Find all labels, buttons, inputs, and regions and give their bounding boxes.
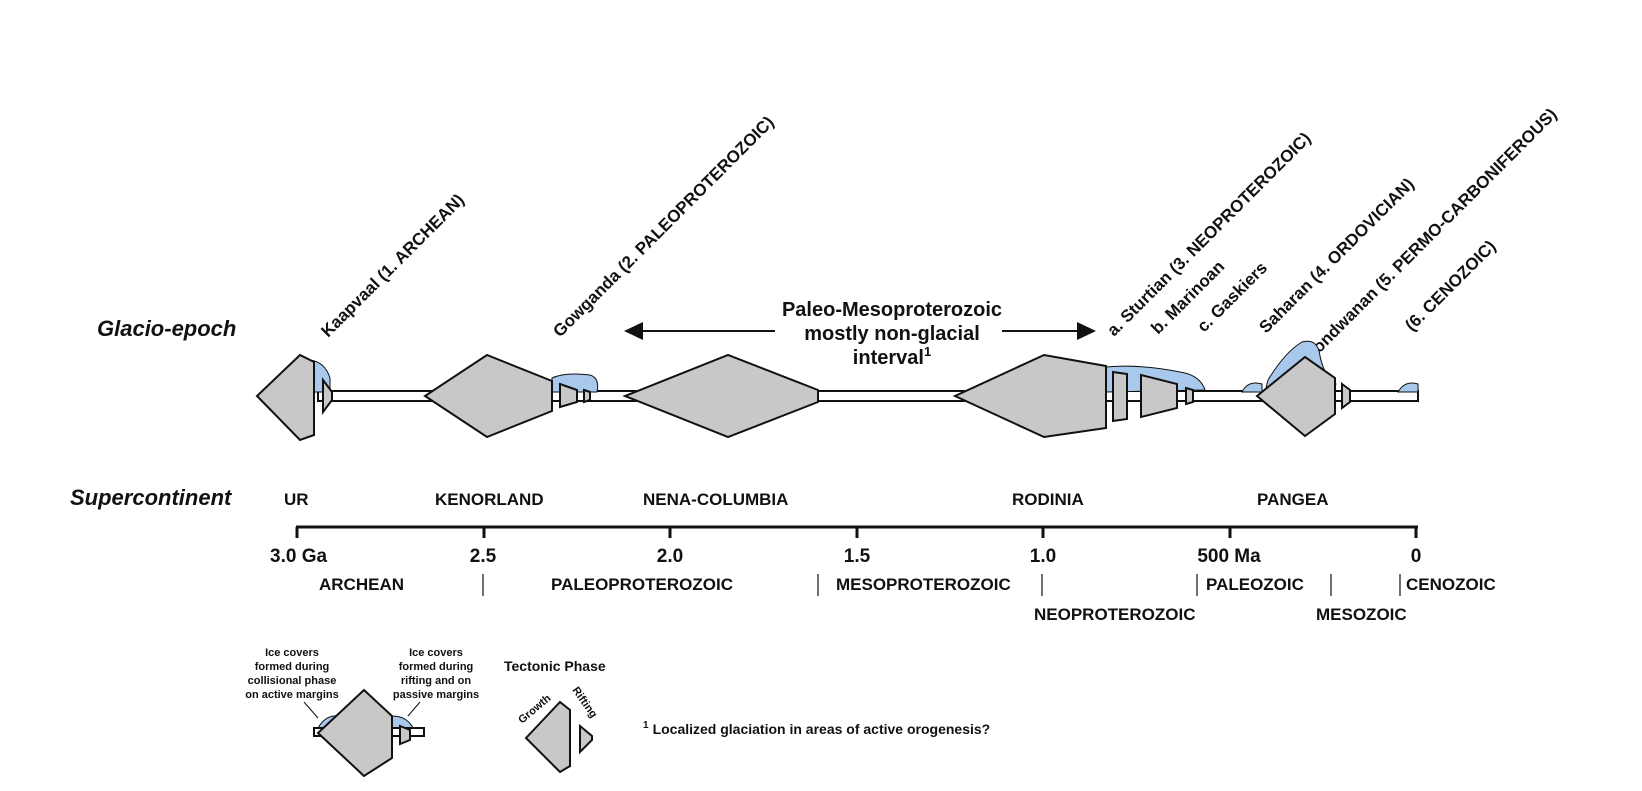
tick-label-3-0: 3.0 Ga [270, 546, 327, 567]
supercontinent-nena-columbia: NENA-COLUMBIA [643, 490, 788, 509]
time-axis: 3.0 Ga 2.5 2.0 1.5 1.0 500 Ma 0 [270, 525, 1422, 567]
legend: Ice covers formed during collisional pha… [245, 647, 990, 778]
tick-label-1-5: 1.5 [844, 546, 871, 567]
svg-text:Ice covers: Ice covers [265, 647, 319, 659]
continent-rodinia-rift-2 [1140, 373, 1178, 419]
interval-arrow-right-head [1077, 322, 1096, 340]
interval-line-1: Paleo-Mesoproterozoic [782, 299, 1002, 321]
tick-label-2-5: 2.5 [470, 546, 497, 567]
legend-rifting-shape [579, 723, 593, 755]
tick-label-2-0: 2.0 [657, 546, 683, 567]
svg-text:formed during: formed during [399, 661, 474, 673]
interval-line-3: interval1 [853, 344, 931, 369]
supercontinent-kenorland: KENORLAND [435, 490, 544, 509]
tick-label-0: 0 [1411, 546, 1422, 567]
supercontinent-rodinia: RODINIA [1012, 490, 1084, 509]
continent-rodinia-rift-3 [1185, 386, 1194, 406]
continent-rodinia [952, 353, 1107, 439]
continent-rodinia-rift-1 [1112, 370, 1128, 423]
era-archean: ARCHEAN [319, 575, 404, 594]
svg-text:passive margins: passive margins [393, 689, 479, 701]
interval-footnote-marker: 1 [924, 344, 931, 359]
continent-kenorland-rift-2 [583, 388, 591, 404]
glaciation-label-gowganda: Gowganda (2. PALEOPROTEROZOIC) [549, 113, 777, 341]
interval-arrow-left-head [624, 322, 643, 340]
era-paleoproterozoic: PALEOPROTEROZOIC [551, 575, 733, 594]
continent-kenorland-rift [559, 382, 578, 409]
svg-text:rifting and on: rifting and on [401, 675, 472, 687]
non-glacial-interval-annotation: Paleo-Mesoproterozoic mostly non-glacial… [624, 299, 1096, 369]
tick-label-1-0: 1.0 [1030, 546, 1056, 567]
interval-line-2: mostly non-glacial [804, 323, 980, 345]
svg-text:collisional phase: collisional phase [248, 675, 337, 687]
legend-growth-shape [524, 700, 571, 774]
era-cenozoic: CENOZOIC [1406, 575, 1496, 594]
era-neoproterozoic: NEOPROTEROZOIC [1034, 605, 1196, 624]
legend-continent-rift [399, 724, 411, 746]
glaciation-label-kaapvaal: Kaapvaal (1. ARCHEAN) [317, 190, 468, 341]
continent-nena-columbia [622, 353, 819, 439]
supercontinent-pangea: PANGEA [1257, 490, 1328, 509]
svg-text:on active margins: on active margins [245, 689, 339, 701]
tick-label-500: 500 Ma [1197, 546, 1261, 567]
supercontinent-label: Supercontinent [70, 485, 233, 510]
ice-cover-cenozoic [1397, 382, 1419, 393]
continent-kenorland [423, 353, 553, 439]
era-mesozoic: MESOZOIC [1316, 605, 1407, 624]
glaciation-label-gondwanan: Gondwanan (5. PERMO-CARBONIFEROUS) [1299, 105, 1560, 366]
continent-ur-rift [322, 377, 333, 415]
timeline-band [317, 390, 1419, 402]
legend-rifting-label: Rifting [570, 685, 600, 720]
svg-text:Ice covers: Ice covers [409, 647, 463, 659]
footnote-marker: 1 [643, 720, 649, 731]
ice-cover-saharan [1241, 382, 1263, 393]
continent-pangea-rift [1341, 382, 1351, 410]
glaciation-label-saharan: Saharan (4. ORDOVICIAN) [1255, 174, 1417, 336]
legend-ice-rifting-text: Ice covers formed during rifting and on … [393, 647, 479, 701]
era-scale: ARCHEAN PALEOPROTEROZOIC MESOPROTEROZOIC… [319, 574, 1496, 624]
legend-tectonic-phase-title: Tectonic Phase [504, 658, 606, 674]
legend-continent [316, 688, 393, 778]
svg-text:formed during: formed during [255, 661, 330, 673]
era-mesoproterozoic: MESOPROTEROZOIC [836, 575, 1011, 594]
era-paleozoic: PALEOZOIC [1206, 575, 1304, 594]
legend-ice-collisional-text: Ice covers formed during collisional pha… [245, 647, 339, 701]
continent-pangea [1255, 355, 1336, 438]
tectonic-timeline [255, 340, 1419, 442]
legend-ice-example [303, 688, 425, 778]
legend-tectonic-example: Growth Rifting [516, 685, 600, 774]
legend-footnote: 1 Localized glaciation in areas of active… [643, 720, 990, 737]
continent-ur [255, 353, 315, 442]
supercontinent-ur: UR [284, 490, 309, 509]
glacio-epoch-label: Glacio-epoch [97, 316, 236, 341]
